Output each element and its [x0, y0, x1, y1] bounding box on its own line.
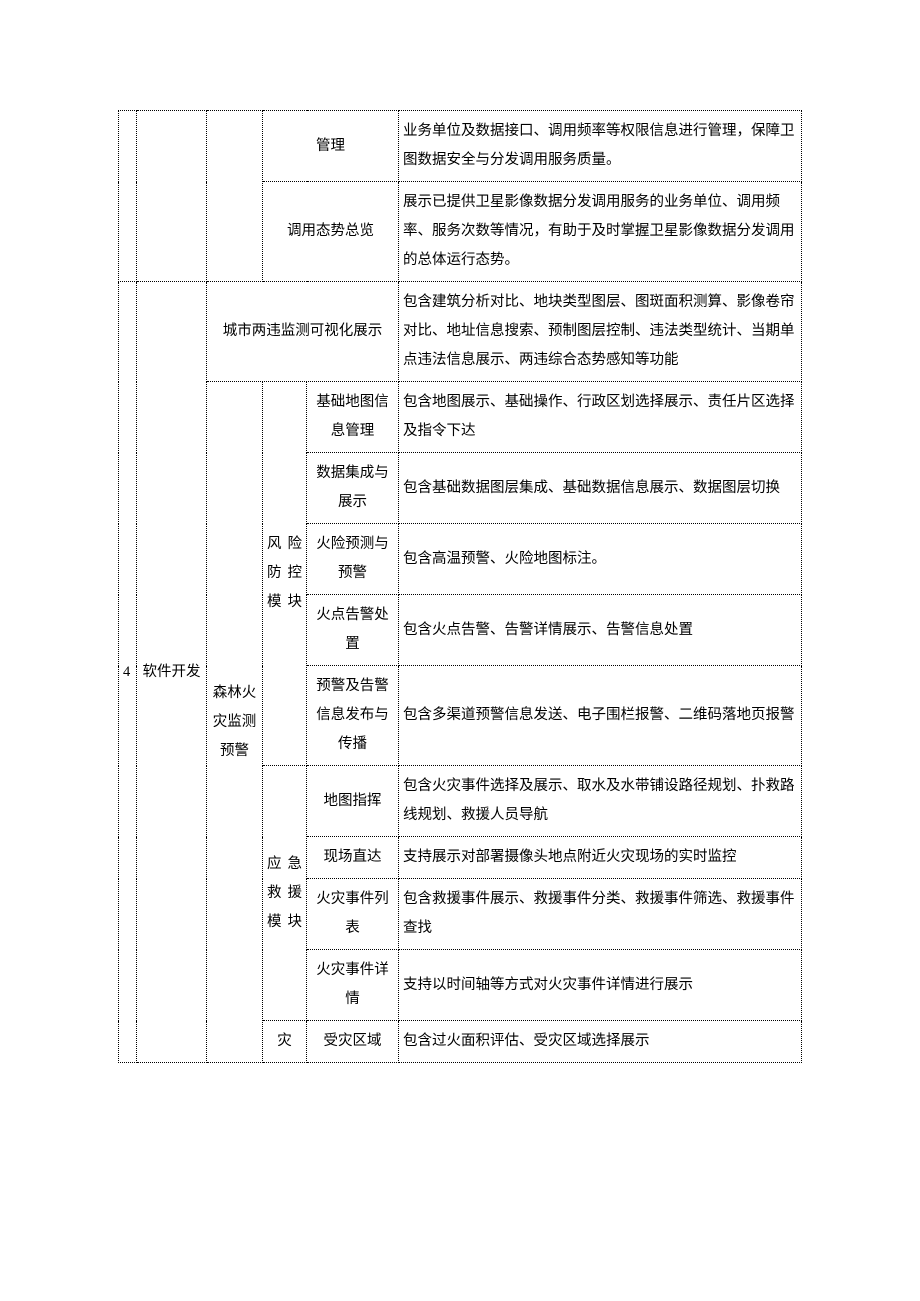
cell-desc: 包含过火面积评估、受灾区域选择展示 — [399, 1021, 802, 1063]
cell-feature: 预警及告警信息发布与传播 — [307, 666, 399, 766]
cell-desc: 支持展示对部署摄像头地点附近火灾现场的实时监控 — [399, 837, 802, 879]
cell-module: 森林火灾监测预警 — [207, 382, 263, 1063]
cell-feature: 数据集成与展示 — [307, 453, 399, 524]
cell-feature: 现场直达 — [307, 837, 399, 879]
cell-feature: 火灾事件列表 — [307, 879, 399, 950]
cell-category-prev — [137, 111, 207, 282]
cell-desc: 包含地图展示、基础操作、行政区划选择展示、责任片区选择及指令下达 — [399, 382, 802, 453]
cell-module-prev — [207, 111, 263, 282]
cell-feature: 火点告警处置 — [307, 595, 399, 666]
cell-feature: 调用态势总览 — [263, 182, 399, 282]
table-row: 4 软件开发 城市两违监测可视化展示 包含建筑分析对比、地块类型图层、图斑面积测… — [119, 282, 802, 382]
cell-feature: 管理 — [263, 111, 399, 182]
cell-index-prev — [119, 111, 137, 282]
table-row: 森林火灾监测预警 风险防控模块 基础地图信息管理 包含地图展示、基础操作、行政区… — [119, 382, 802, 453]
cell-category: 软件开发 — [137, 282, 207, 1063]
cell-feature: 地图指挥 — [307, 766, 399, 837]
cell-module: 城市两违监测可视化展示 — [207, 282, 399, 382]
cell-desc: 支持以时间轴等方式对火灾事件详情进行展示 — [399, 950, 802, 1021]
cell-submodule: 风险防控模块 — [263, 382, 307, 766]
cell-desc: 包含建筑分析对比、地块类型图层、图斑面积测算、影像卷帘对比、地址信息搜索、预制图… — [399, 282, 802, 382]
spec-table: 管理 业务单位及数据接口、调用频率等权限信息进行管理，保障卫图数据安全与分发调用… — [118, 110, 802, 1063]
cell-submodule: 应急救援模块 — [263, 766, 307, 1021]
table-row: 管理 业务单位及数据接口、调用频率等权限信息进行管理，保障卫图数据安全与分发调用… — [119, 111, 802, 182]
cell-index: 4 — [119, 282, 137, 1063]
cell-desc: 包含救援事件展示、救援事件分类、救援事件筛选、救援事件查找 — [399, 879, 802, 950]
cell-feature: 受灾区域 — [307, 1021, 399, 1063]
cell-desc: 业务单位及数据接口、调用频率等权限信息进行管理，保障卫图数据安全与分发调用服务质… — [399, 111, 802, 182]
cell-desc: 包含高温预警、火险地图标注。 — [399, 524, 802, 595]
cell-desc: 包含火灾事件选择及展示、取水及水带铺设路径规划、扑救路线规划、救援人员导航 — [399, 766, 802, 837]
cell-submodule: 灾 — [263, 1021, 307, 1063]
cell-feature: 基础地图信息管理 — [307, 382, 399, 453]
cell-desc: 包含基础数据图层集成、基础数据信息展示、数据图层切换 — [399, 453, 802, 524]
document-page: 管理 业务单位及数据接口、调用频率等权限信息进行管理，保障卫图数据安全与分发调用… — [0, 0, 920, 1301]
cell-desc: 展示已提供卫星影像数据分发调用服务的业务单位、调用频率、服务次数等情况，有助于及… — [399, 182, 802, 282]
cell-desc: 包含火点告警、告警详情展示、告警信息处置 — [399, 595, 802, 666]
cell-feature: 火灾事件详情 — [307, 950, 399, 1021]
cell-feature: 火险预测与预警 — [307, 524, 399, 595]
cell-desc: 包含多渠道预警信息发送、电子围栏报警、二维码落地页报警 — [399, 666, 802, 766]
